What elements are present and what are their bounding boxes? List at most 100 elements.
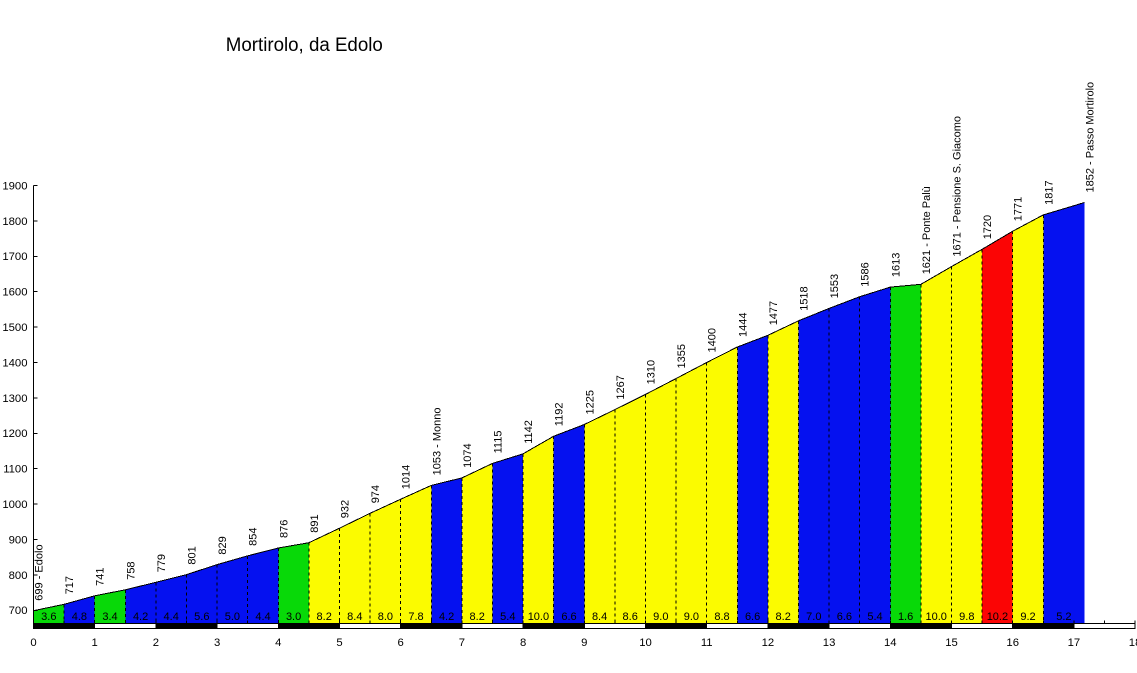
svg-text:15: 15 [945,637,958,649]
svg-text:1225: 1225 [584,390,596,414]
svg-text:1671 - Pensione S. Giacomo: 1671 - Pensione S. Giacomo [952,116,964,257]
svg-text:1115: 1115 [493,431,505,454]
svg-text:801: 801 [187,546,199,564]
svg-text:7: 7 [459,637,465,649]
svg-text:7.8: 7.8 [408,611,423,623]
svg-text:9.2: 9.2 [1020,611,1035,623]
svg-text:10: 10 [639,637,652,649]
svg-text:10.0: 10.0 [528,611,549,623]
svg-text:1200: 1200 [2,428,27,440]
svg-text:14: 14 [884,637,897,649]
svg-text:7.0: 7.0 [806,611,821,623]
svg-text:6.6: 6.6 [561,611,576,623]
svg-text:5.4: 5.4 [867,611,882,623]
svg-text:4: 4 [275,637,281,649]
svg-text:1300: 1300 [2,393,27,405]
svg-text:3.0: 3.0 [286,611,301,623]
svg-text:932: 932 [340,500,352,518]
svg-text:1600: 1600 [2,287,27,299]
svg-text:1900: 1900 [2,180,27,192]
svg-text:9.0: 9.0 [653,611,668,623]
svg-text:1192: 1192 [554,403,566,427]
svg-text:1518: 1518 [799,286,811,310]
svg-text:9.8: 9.8 [959,611,974,623]
svg-text:6.6: 6.6 [745,611,760,623]
svg-text:974: 974 [370,485,382,503]
svg-text:829: 829 [217,536,229,554]
svg-text:1074: 1074 [462,443,474,467]
svg-text:779: 779 [156,554,168,572]
svg-text:17: 17 [1068,637,1081,649]
svg-text:9.0: 9.0 [684,611,699,623]
svg-text:2: 2 [153,637,159,649]
svg-text:1771: 1771 [1013,197,1025,221]
svg-text:4.4: 4.4 [255,611,270,623]
svg-text:6: 6 [398,637,404,649]
svg-text:8.6: 8.6 [623,611,638,623]
svg-text:1014: 1014 [401,465,413,489]
svg-text:10.0: 10.0 [925,611,946,623]
svg-text:8.0: 8.0 [378,611,393,623]
svg-text:1: 1 [92,637,98,649]
svg-text:Mortirolo, da Edolo: Mortirolo, da Edolo [226,35,383,56]
svg-text:4.2: 4.2 [133,611,148,623]
svg-text:900: 900 [9,534,28,546]
svg-text:800: 800 [9,570,28,582]
svg-text:1553: 1553 [829,274,841,298]
svg-text:4.2: 4.2 [439,611,454,623]
svg-text:3.6: 3.6 [41,611,56,623]
svg-text:700: 700 [9,605,28,617]
svg-text:4.4: 4.4 [164,611,179,623]
svg-text:717: 717 [64,576,76,594]
svg-text:3: 3 [214,637,220,649]
svg-text:5: 5 [336,637,342,649]
svg-text:1400: 1400 [2,357,27,369]
svg-text:1621 - Ponte Palù: 1621 - Ponte Palù [921,186,933,274]
svg-text:4.8: 4.8 [72,611,87,623]
svg-text:12: 12 [762,637,775,649]
svg-text:1310: 1310 [646,360,658,384]
svg-text:1400: 1400 [707,328,719,352]
svg-text:18: 18 [1129,637,1137,649]
svg-text:11: 11 [701,637,713,649]
svg-text:699 - Edolo: 699 - Edolo [34,544,46,600]
svg-text:1720: 1720 [982,215,994,239]
svg-text:10.2: 10.2 [987,611,1008,623]
svg-text:8.4: 8.4 [347,611,362,623]
svg-text:5.0: 5.0 [225,611,240,623]
svg-text:876: 876 [278,520,290,538]
svg-text:16: 16 [1006,637,1019,649]
svg-text:1700: 1700 [2,251,27,263]
svg-text:1.6: 1.6 [898,611,913,623]
svg-text:5.6: 5.6 [194,611,209,623]
svg-text:13: 13 [823,637,836,649]
svg-text:8.4: 8.4 [592,611,607,623]
svg-text:8.2: 8.2 [317,611,332,623]
svg-text:1613: 1613 [890,253,902,277]
svg-text:0: 0 [30,637,36,649]
svg-text:1053 - Monno: 1053 - Monno [431,408,443,476]
svg-text:3.4: 3.4 [102,611,117,623]
svg-text:1000: 1000 [2,499,27,511]
svg-text:8.8: 8.8 [714,611,729,623]
svg-text:1267: 1267 [615,375,627,399]
svg-text:8.2: 8.2 [470,611,485,623]
svg-text:6.6: 6.6 [837,611,852,623]
svg-text:1142: 1142 [523,420,535,444]
svg-text:1444: 1444 [737,313,749,337]
svg-text:1100: 1100 [3,464,27,476]
svg-text:1800: 1800 [2,216,27,228]
svg-text:8.2: 8.2 [776,611,791,623]
svg-text:5.4: 5.4 [500,611,515,623]
svg-text:1355: 1355 [676,344,688,368]
svg-text:5.2: 5.2 [1056,611,1071,623]
svg-text:9: 9 [581,637,587,649]
svg-text:741: 741 [95,567,107,585]
svg-text:1852 - Passo Mortirolo: 1852 - Passo Mortirolo [1085,82,1097,193]
svg-text:1500: 1500 [2,322,27,334]
svg-text:1586: 1586 [860,262,872,286]
svg-text:1477: 1477 [768,301,780,325]
svg-text:758: 758 [125,561,137,579]
svg-text:8: 8 [520,637,526,649]
svg-text:854: 854 [248,527,260,545]
